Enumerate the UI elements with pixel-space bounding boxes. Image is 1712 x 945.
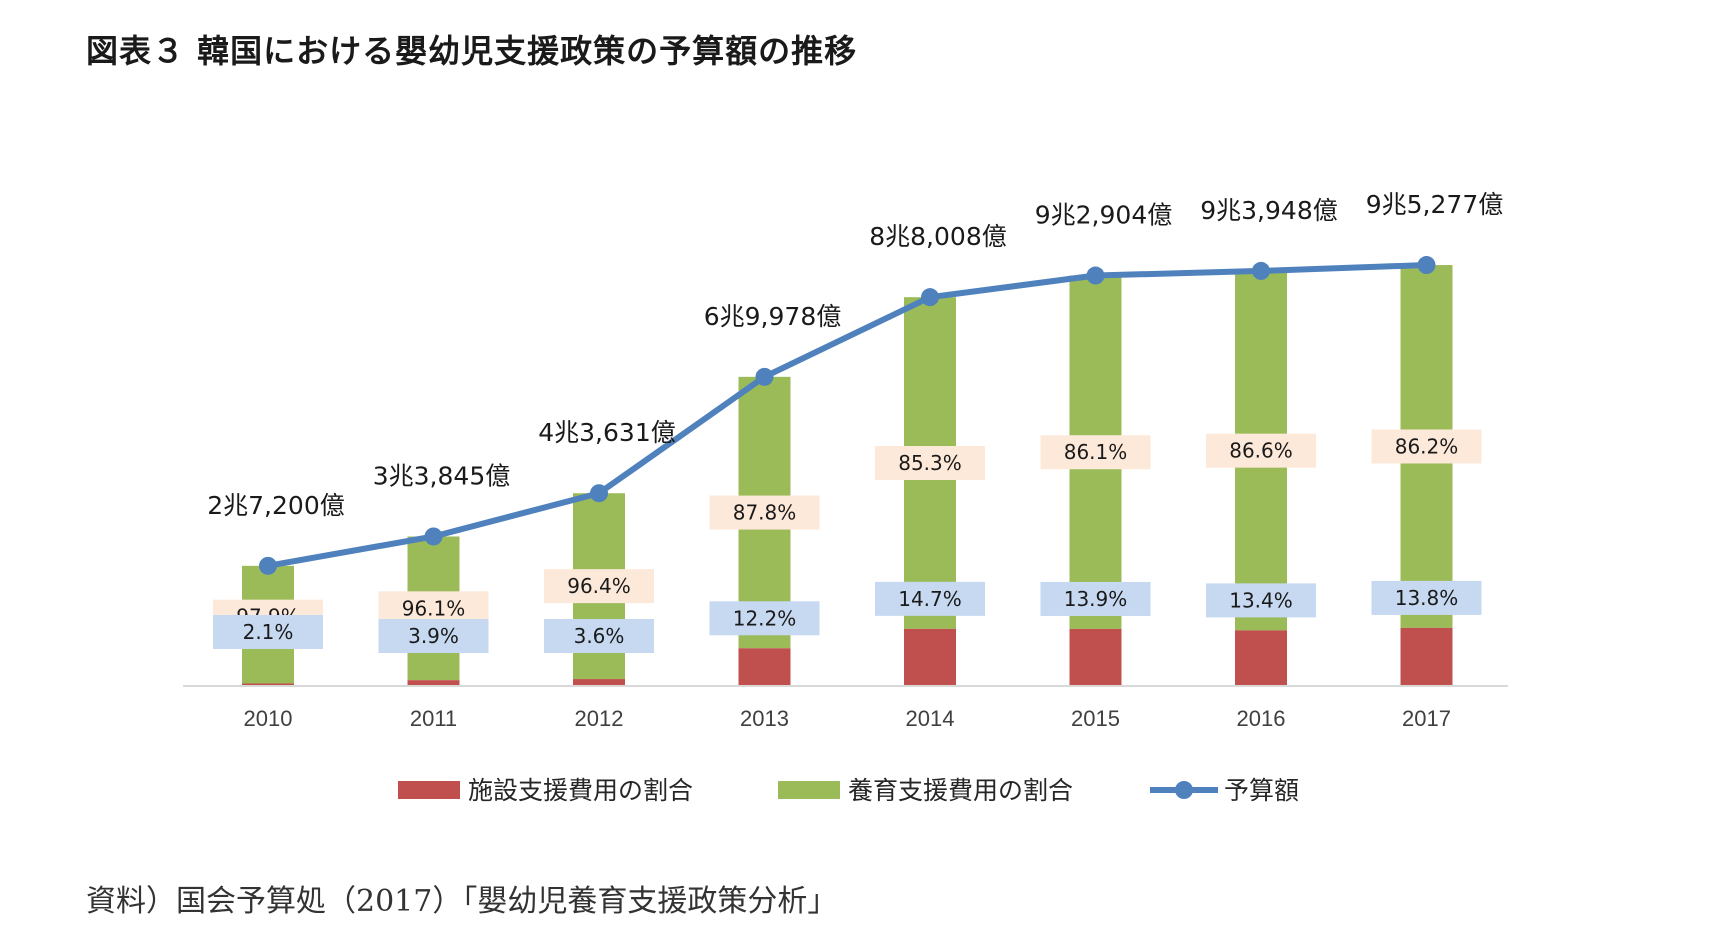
- legend-swatch-care: [778, 781, 840, 799]
- x-tick-labels: 2010 2011 2012 2013 2014 2015 2016 2017: [244, 706, 1451, 731]
- x-tick-label: 2010: [244, 706, 293, 731]
- budget-value-label: 3兆3,845億: [373, 461, 510, 490]
- facility-percent-label: 3.6%: [574, 624, 625, 648]
- facility-label-box: [875, 581, 985, 616]
- facility-percent-label: 13.8%: [1395, 586, 1459, 610]
- legend-label-care: 養育支援費用の割合: [848, 776, 1073, 805]
- budget-value-label: 9兆3,948億: [1200, 196, 1337, 225]
- legend-swatch-budget-marker: [1175, 781, 1193, 799]
- facility-percent-label: 12.2%: [733, 606, 797, 630]
- budget-value-label: 2兆7,200億: [207, 491, 344, 520]
- figure-title: 図表３ 韓国における嬰幼児支援政策の予算額の推移: [86, 32, 858, 70]
- x-tick-label: 2016: [1237, 706, 1286, 731]
- budget-point: [1086, 266, 1105, 285]
- facility-label-box: [213, 615, 323, 649]
- care-percent-label: 86.6%: [1229, 439, 1293, 463]
- bar-facility-2016: [1235, 630, 1287, 686]
- care-percent-label: 96.1%: [402, 596, 466, 620]
- x-tick-label: 2014: [906, 706, 955, 731]
- care-label-box: [875, 446, 985, 481]
- facility-label-box: [1040, 581, 1151, 616]
- budget-point: [590, 484, 608, 503]
- bar-facility-2017: [1400, 627, 1453, 686]
- care-label-box: [1040, 435, 1151, 470]
- care-label-box: [1371, 429, 1482, 464]
- facility-percent-label: 13.9%: [1064, 587, 1128, 611]
- bar-facility-2014: [904, 628, 956, 686]
- budget-point: [921, 288, 939, 307]
- legend-swatch-facility: [398, 781, 460, 799]
- budget-value-label: 8兆8,008億: [869, 222, 1006, 251]
- care-percent-label: 86.2%: [1395, 434, 1459, 458]
- care-label-box: [1206, 433, 1316, 468]
- budget-value-label: 9兆2,904億: [1035, 201, 1172, 230]
- facility-percent-label: 2.1%: [243, 620, 294, 644]
- x-tick-label: 2012: [575, 706, 624, 731]
- legend-label-facility: 施設支援費用の割合: [468, 776, 693, 805]
- care-percent-label: 87.8%: [733, 501, 797, 525]
- budget-value-label: 4兆3,631億: [538, 418, 675, 447]
- budget-point: [259, 556, 277, 575]
- care-label-box: [709, 495, 820, 530]
- facility-label-box: [378, 619, 489, 653]
- care-label-box: [544, 569, 654, 604]
- bar-facility-2015: [1069, 628, 1122, 686]
- budget-point: [1417, 256, 1436, 275]
- budget-value-label: 6兆9,978億: [704, 302, 841, 331]
- facility-label-box: [1371, 580, 1482, 615]
- budget-value-label: 9兆5,277億: [1366, 190, 1503, 219]
- x-tick-label: 2013: [740, 706, 789, 731]
- legend: 施設支援費用の割合 養育支援費用の割合 予算額: [398, 776, 1299, 805]
- care-percent-label: 96.4%: [567, 574, 631, 598]
- budget-line-layer: [259, 256, 1436, 575]
- care-percent-label: 85.3%: [898, 451, 962, 475]
- source-note: 資料）国会予算処（2017）「嬰幼児養育支援政策分析」: [86, 884, 838, 919]
- facility-percent-label: 14.7%: [898, 587, 962, 611]
- budget-point: [424, 527, 443, 546]
- facility-label-box: [1206, 583, 1316, 618]
- budget-line: [267, 262, 1427, 569]
- legend-label-budget: 予算額: [1224, 776, 1299, 805]
- data-labels-layer: 97.9%2.1%96.1%3.9%96.4%3.6%87.8%12.2%85.…: [207, 190, 1503, 653]
- bar-facility-2012: [573, 679, 625, 686]
- facility-label-box: [544, 619, 654, 653]
- x-tick-label: 2017: [1402, 706, 1451, 731]
- budget-point: [1252, 261, 1270, 280]
- facility-percent-label: 3.9%: [408, 624, 459, 648]
- bar-facility-2011: [407, 680, 460, 686]
- bar-facility-2013: [738, 648, 791, 686]
- facility-percent-label: 13.4%: [1229, 588, 1293, 612]
- x-tick-label: 2011: [410, 706, 457, 731]
- budget-point: [755, 367, 774, 386]
- facility-label-box: [709, 601, 820, 636]
- x-tick-label: 2015: [1071, 706, 1120, 731]
- bar-facility-2010: [242, 683, 294, 686]
- care-percent-label: 86.1%: [1064, 440, 1128, 464]
